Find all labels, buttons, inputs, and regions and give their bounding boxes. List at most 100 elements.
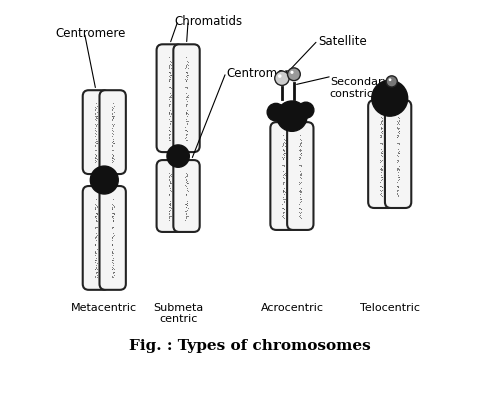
Point bbox=[182, 69, 190, 76]
Point bbox=[166, 59, 174, 65]
Point bbox=[109, 262, 117, 269]
Point bbox=[92, 265, 100, 272]
Point bbox=[164, 84, 172, 91]
Point bbox=[296, 156, 304, 162]
Point bbox=[108, 249, 116, 255]
Point bbox=[278, 213, 286, 219]
Point bbox=[110, 122, 118, 128]
Point bbox=[91, 143, 99, 150]
Point bbox=[280, 151, 288, 157]
Point bbox=[110, 269, 118, 275]
Point bbox=[183, 74, 191, 81]
Point bbox=[108, 117, 116, 123]
Point bbox=[166, 77, 174, 83]
Point bbox=[378, 167, 386, 173]
Point bbox=[280, 188, 288, 195]
Point bbox=[280, 148, 288, 154]
Point bbox=[183, 200, 191, 207]
Point bbox=[377, 174, 385, 180]
Point bbox=[108, 206, 116, 213]
Point bbox=[165, 69, 173, 76]
Point bbox=[376, 158, 384, 164]
Point bbox=[108, 138, 116, 144]
Point bbox=[108, 155, 116, 162]
Point bbox=[166, 102, 174, 108]
Point bbox=[377, 119, 385, 126]
Point bbox=[279, 142, 287, 149]
Point bbox=[108, 236, 116, 242]
Point bbox=[298, 151, 306, 157]
Point bbox=[166, 94, 174, 100]
Point bbox=[182, 212, 190, 218]
Point bbox=[394, 158, 402, 164]
Point bbox=[296, 152, 304, 158]
Point bbox=[165, 70, 173, 77]
Point bbox=[166, 202, 173, 208]
Point bbox=[182, 204, 190, 211]
Point bbox=[91, 127, 99, 134]
Point bbox=[393, 132, 401, 139]
FancyBboxPatch shape bbox=[82, 186, 109, 290]
Point bbox=[279, 180, 287, 187]
Point bbox=[109, 106, 117, 112]
Point bbox=[394, 134, 402, 140]
Point bbox=[182, 94, 190, 100]
Point bbox=[110, 138, 118, 145]
Point bbox=[182, 191, 190, 198]
Point bbox=[92, 196, 100, 203]
Point bbox=[395, 175, 403, 181]
Point bbox=[167, 180, 175, 187]
Point bbox=[108, 101, 116, 107]
Point bbox=[108, 117, 116, 124]
Point bbox=[378, 158, 386, 164]
Point bbox=[296, 148, 304, 154]
Point bbox=[183, 107, 191, 114]
Point bbox=[278, 205, 286, 212]
Point bbox=[182, 179, 190, 185]
Point bbox=[92, 201, 100, 207]
Point bbox=[394, 140, 402, 146]
Point bbox=[278, 156, 286, 162]
Point bbox=[108, 143, 116, 150]
Point bbox=[182, 213, 190, 219]
Point bbox=[394, 166, 402, 173]
Circle shape bbox=[267, 104, 284, 122]
Text: Telocentric: Telocentric bbox=[360, 302, 420, 312]
Point bbox=[182, 182, 190, 189]
Point bbox=[166, 95, 173, 101]
FancyBboxPatch shape bbox=[385, 101, 411, 209]
Point bbox=[182, 198, 190, 205]
Point bbox=[91, 156, 99, 162]
Point bbox=[280, 196, 288, 203]
Point bbox=[376, 134, 384, 141]
Point bbox=[166, 208, 174, 214]
Point bbox=[166, 200, 174, 207]
Point bbox=[182, 55, 190, 61]
Point bbox=[298, 143, 306, 150]
Point bbox=[295, 143, 303, 150]
Point bbox=[93, 204, 101, 210]
Point bbox=[166, 70, 174, 77]
Point bbox=[295, 154, 303, 161]
Circle shape bbox=[278, 75, 281, 79]
Point bbox=[164, 77, 172, 83]
Point bbox=[393, 183, 401, 190]
Point bbox=[93, 113, 101, 120]
Point bbox=[92, 215, 100, 221]
Point bbox=[182, 191, 190, 198]
Point bbox=[91, 241, 99, 247]
Point bbox=[296, 141, 304, 147]
Point bbox=[109, 217, 117, 223]
Point bbox=[92, 214, 100, 220]
Point bbox=[378, 129, 386, 135]
Point bbox=[279, 156, 287, 162]
Point bbox=[296, 148, 304, 154]
Point bbox=[378, 121, 386, 128]
Point bbox=[110, 140, 118, 146]
Point bbox=[91, 235, 99, 241]
Point bbox=[93, 122, 101, 128]
Point bbox=[395, 115, 403, 122]
Point bbox=[296, 152, 304, 158]
Point bbox=[393, 184, 401, 190]
Point bbox=[182, 110, 190, 117]
